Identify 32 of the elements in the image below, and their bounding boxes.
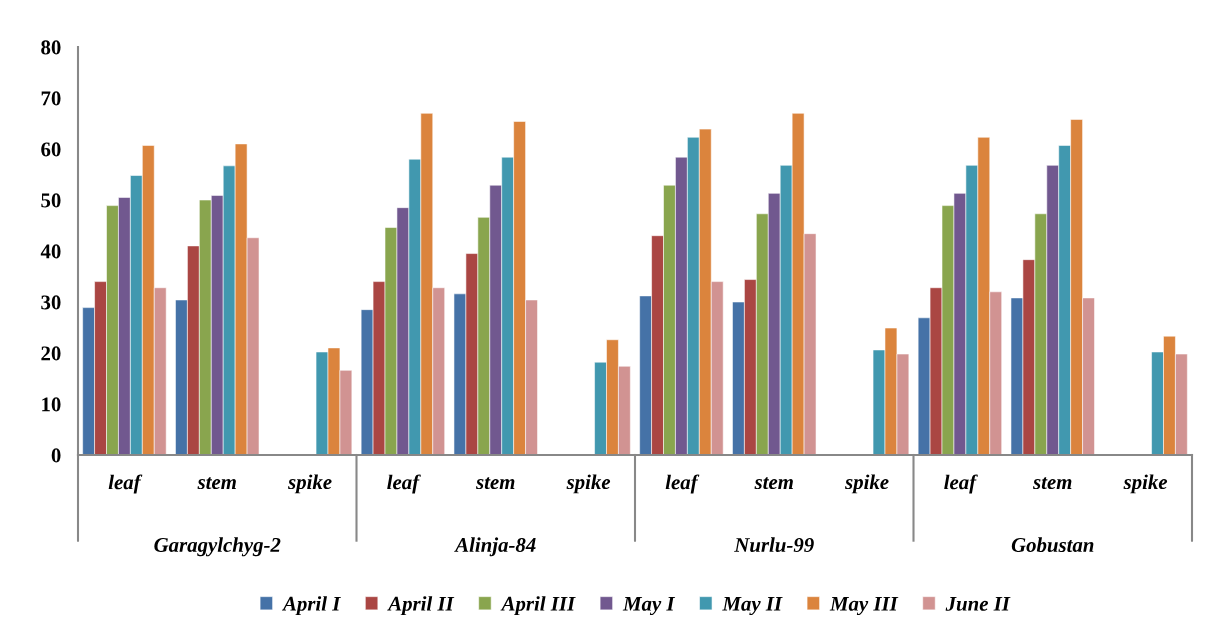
- legend-label: April II: [387, 596, 455, 616]
- legend-label: May I: [622, 596, 676, 616]
- text: Gobustan: [1011, 537, 1094, 553]
- text: Nurlu-99: [734, 537, 814, 553]
- x-tick-label: leaf: [108, 474, 143, 494]
- x-tick-label: leaf: [944, 474, 978, 494]
- x-tick-label: stem: [475, 477, 515, 490]
- x-tick-label: spike: [844, 474, 889, 494]
- legend-label: April I: [281, 596, 341, 616]
- x-tick-label: stem: [1032, 477, 1072, 490]
- text: Alinja-84: [454, 537, 536, 557]
- x-tick-label: stem: [197, 477, 236, 490]
- y-tick-label: 50: [41, 193, 61, 208]
- text: Garagylchyg-2: [154, 537, 281, 557]
- y-tick-label: 10: [42, 397, 61, 412]
- x-tick-label: spike: [566, 474, 611, 494]
- y-tick-label: 0: [51, 448, 61, 463]
- legend-label: May II: [722, 596, 783, 616]
- y-tick-label: 70: [41, 91, 61, 106]
- x-tick-label: leaf: [387, 474, 421, 494]
- y-tick-label: 60: [41, 142, 61, 157]
- y-tick-label: 80: [41, 40, 61, 55]
- legend-label: May III: [829, 596, 899, 616]
- legend-label: June II: [945, 596, 1011, 611]
- x-tick-label: spike: [1123, 474, 1168, 494]
- x-tick-label: leaf: [665, 474, 700, 494]
- y-tick-label: 20: [41, 346, 61, 361]
- y-tick-label: 40: [40, 244, 61, 259]
- legend-label: April III: [500, 596, 576, 616]
- x-tick-label: stem: [754, 477, 793, 490]
- x-tick-label: spike: [287, 474, 332, 494]
- y-tick-label: 30: [41, 295, 61, 310]
